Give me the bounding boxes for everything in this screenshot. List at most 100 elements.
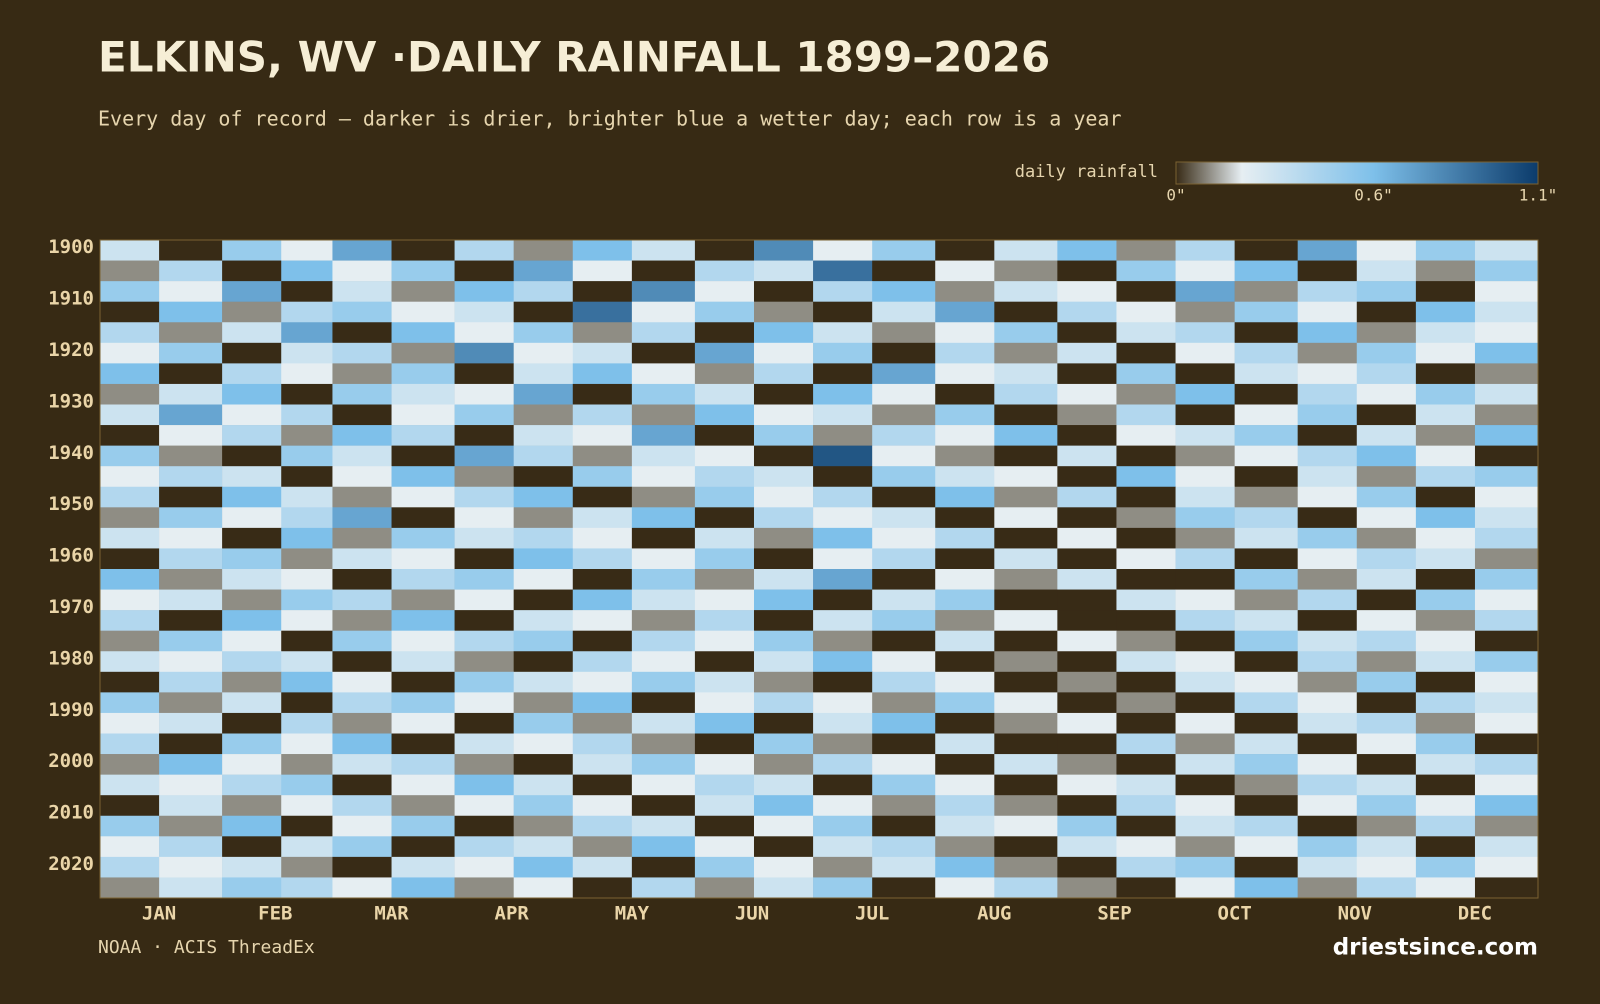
- heat-cell: [281, 877, 333, 899]
- heat-cell: [1415, 671, 1476, 693]
- heat-cell: [1356, 240, 1417, 261]
- heat-cell: [100, 877, 160, 899]
- heat-cell: [1057, 671, 1117, 693]
- heat-cell: [159, 507, 223, 529]
- heat-cell: [813, 733, 873, 755]
- heat-cell: [159, 445, 223, 467]
- heat-cell: [1116, 425, 1176, 446]
- heat-cell: [753, 425, 814, 446]
- heat-cell: [1116, 630, 1176, 652]
- heat-cell: [332, 692, 392, 714]
- heat-cell: [813, 836, 873, 858]
- heat-cell: [281, 548, 333, 570]
- heat-cell: [513, 301, 574, 323]
- heat-cell: [813, 507, 873, 529]
- heat-cell: [872, 507, 936, 529]
- heat-cell: [1356, 404, 1417, 426]
- heat-cell: [1356, 671, 1417, 693]
- heat-cell: [281, 281, 333, 302]
- heat-cell: [935, 630, 995, 652]
- heat-cell: [1297, 815, 1358, 837]
- heat-cell: [872, 548, 936, 570]
- heat-cell: [159, 240, 223, 261]
- heat-cell: [1057, 548, 1117, 570]
- heat-cell: [1297, 671, 1358, 693]
- heat-cell: [1175, 301, 1235, 323]
- heat-cell: [935, 548, 995, 570]
- brand: driestsince.com: [1333, 935, 1538, 961]
- heat-cell: [1415, 301, 1476, 323]
- heat-cell: [332, 774, 392, 796]
- heat-cell: [1356, 610, 1417, 631]
- heat-cell: [513, 342, 574, 364]
- heat-cell: [159, 548, 223, 570]
- heat-cell: [1234, 733, 1298, 755]
- heat-cell: [631, 363, 696, 385]
- heat-cell: [872, 856, 936, 878]
- heat-cell: [1474, 281, 1539, 302]
- heat-cell: [872, 404, 936, 426]
- heat-cell: [753, 363, 814, 385]
- heat-cell: [1474, 651, 1539, 673]
- heat-cell: [813, 486, 873, 508]
- heat-cell: [872, 630, 936, 652]
- heat-cell: [1175, 383, 1235, 405]
- heat-cell: [872, 260, 936, 282]
- heat-cell: [631, 836, 696, 858]
- heat-cell: [994, 651, 1058, 673]
- heat-cell: [332, 630, 392, 652]
- heat-cell: [1116, 466, 1176, 488]
- heat-cell: [631, 342, 696, 364]
- y-tick-label: 1990: [48, 699, 94, 721]
- heat-cell: [1116, 486, 1176, 508]
- heat-cell: [631, 733, 696, 755]
- y-tick-label: 1940: [48, 442, 94, 464]
- heat-cell: [1234, 404, 1298, 426]
- heat-cell: [1474, 589, 1539, 611]
- heat-cell: [281, 836, 333, 858]
- heat-cell: [1474, 466, 1539, 488]
- heat-cell: [281, 630, 333, 652]
- heat-cell: [1175, 589, 1235, 611]
- heat-cell: [753, 507, 814, 529]
- heat-cell: [1057, 281, 1117, 302]
- heat-cell: [753, 342, 814, 364]
- heat-cell: [1474, 240, 1539, 261]
- heat-cell: [100, 754, 160, 775]
- heat-cell: [1234, 548, 1298, 570]
- heat-cell: [753, 836, 814, 858]
- heat-cell: [1116, 610, 1176, 631]
- heat-cell: [994, 548, 1058, 570]
- heat-cell: [1356, 754, 1417, 775]
- heat-cell: [1116, 363, 1176, 385]
- heat-cell: [935, 445, 995, 467]
- y-tick-label: 1960: [48, 545, 94, 567]
- heat-cell: [391, 240, 455, 261]
- heat-cell: [1474, 260, 1539, 282]
- heat-cell: [222, 425, 282, 446]
- heat-cell: [1116, 301, 1176, 323]
- heat-cell: [1297, 836, 1358, 858]
- heat-cell: [281, 486, 333, 508]
- heat-cell: [1415, 836, 1476, 858]
- heat-cell: [1234, 445, 1298, 467]
- heat-cell: [1116, 240, 1176, 261]
- heat-cell: [100, 240, 160, 261]
- heat-cell: [391, 754, 455, 775]
- heat-cell: [813, 774, 873, 796]
- heat-cell: [1356, 301, 1417, 323]
- heat-cell: [1415, 795, 1476, 817]
- heat-cell: [1057, 507, 1117, 529]
- heat-cell: [1057, 877, 1117, 899]
- heat-cell: [694, 856, 755, 878]
- heat-cell: [1116, 836, 1176, 858]
- heat-cell: [1234, 836, 1298, 858]
- y-tick-label: 1930: [48, 390, 94, 412]
- heat-cell: [813, 445, 873, 467]
- heat-cell: [1234, 240, 1298, 261]
- heat-cell: [222, 342, 282, 364]
- heat-cell: [935, 281, 995, 302]
- heat-cell: [572, 877, 633, 899]
- heat-cell: [513, 856, 574, 878]
- heat-cell: [1297, 404, 1358, 426]
